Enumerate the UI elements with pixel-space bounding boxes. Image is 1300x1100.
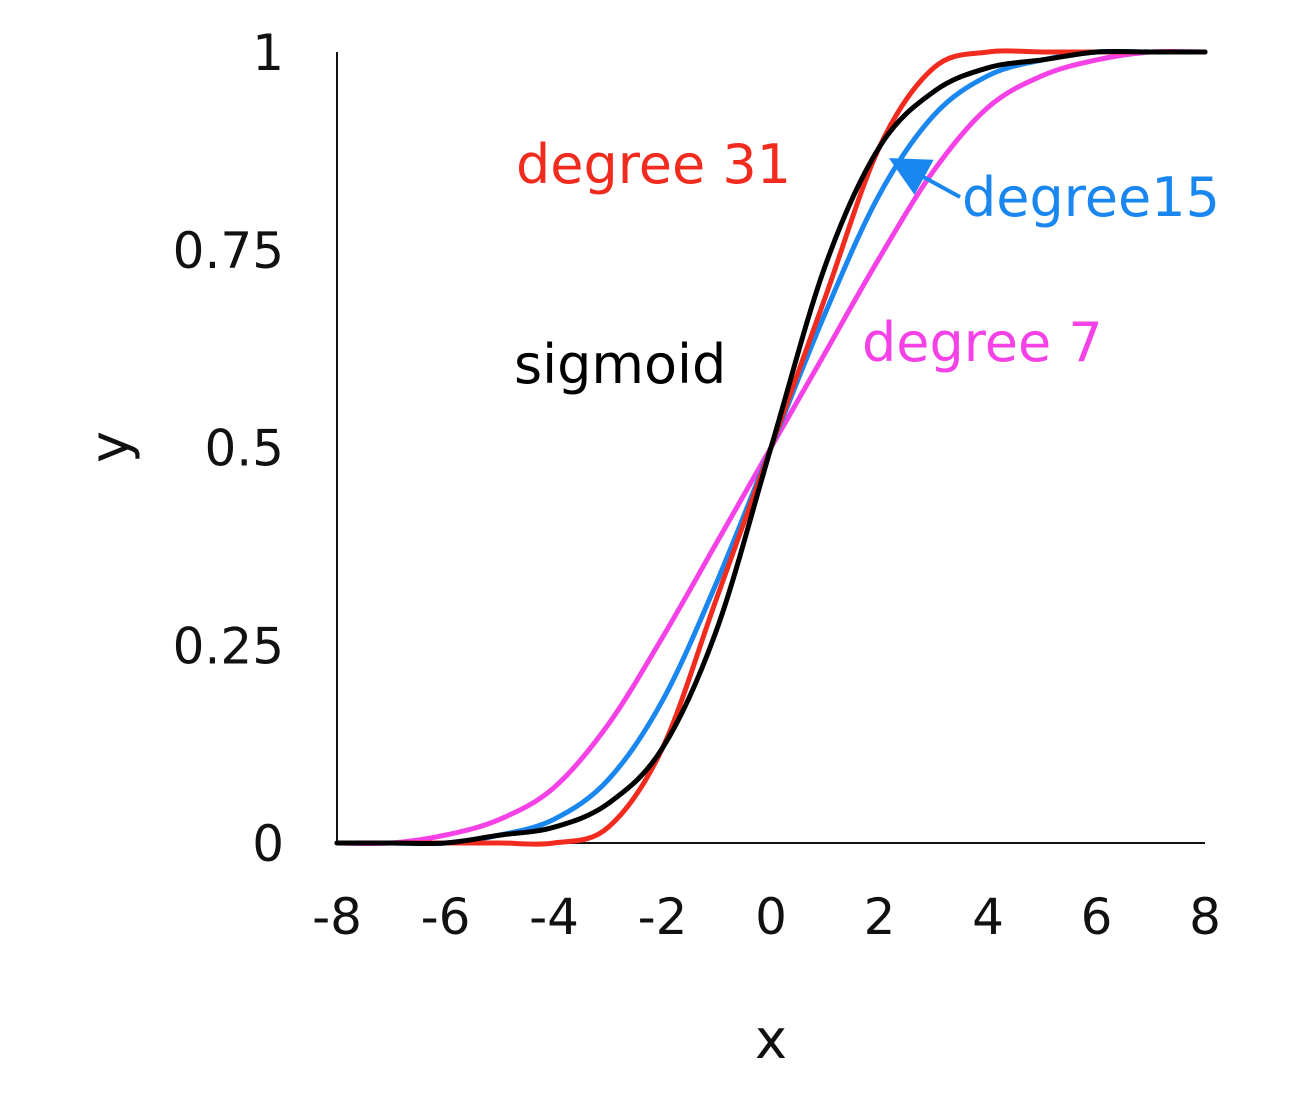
y-tick-label: 0.25: [173, 617, 284, 675]
x-tick-label: -4: [529, 888, 579, 946]
y-tick-label: 0.75: [173, 222, 284, 280]
x-tick-label: 6: [1081, 888, 1113, 946]
y-tick-label: 0: [252, 815, 284, 873]
y-tick-label: 1: [252, 24, 284, 82]
series-lines: [334, 48, 1208, 847]
label-degree-31: degree 31: [516, 133, 791, 196]
x-tick-label: -8: [312, 888, 362, 946]
y-tick-label: 0.5: [204, 420, 284, 478]
x-tick-label: 0: [755, 888, 787, 946]
label-degree-7: degree 7: [862, 311, 1103, 374]
y-tick-labels: 0 0.25 0.5 0.75 1: [173, 24, 284, 873]
label-sigmoid: sigmoid: [514, 333, 726, 396]
x-tick-label: -6: [421, 888, 471, 946]
degree15-pointer-arrow: [888, 158, 961, 199]
x-tick-label: 4: [972, 888, 1004, 946]
series-line-sigmoid: [334, 48, 1208, 847]
label-degree-15: degree15: [962, 166, 1220, 229]
x-tick-labels: -8 -6 -4 -2 0 2 4 6 8: [312, 888, 1221, 946]
x-tick-label: 2: [864, 888, 896, 946]
y-axis-title: y: [78, 431, 141, 463]
x-axis-title: x: [755, 1008, 787, 1071]
x-tick-label: 8: [1189, 888, 1221, 946]
x-tick-label: -2: [638, 888, 688, 946]
